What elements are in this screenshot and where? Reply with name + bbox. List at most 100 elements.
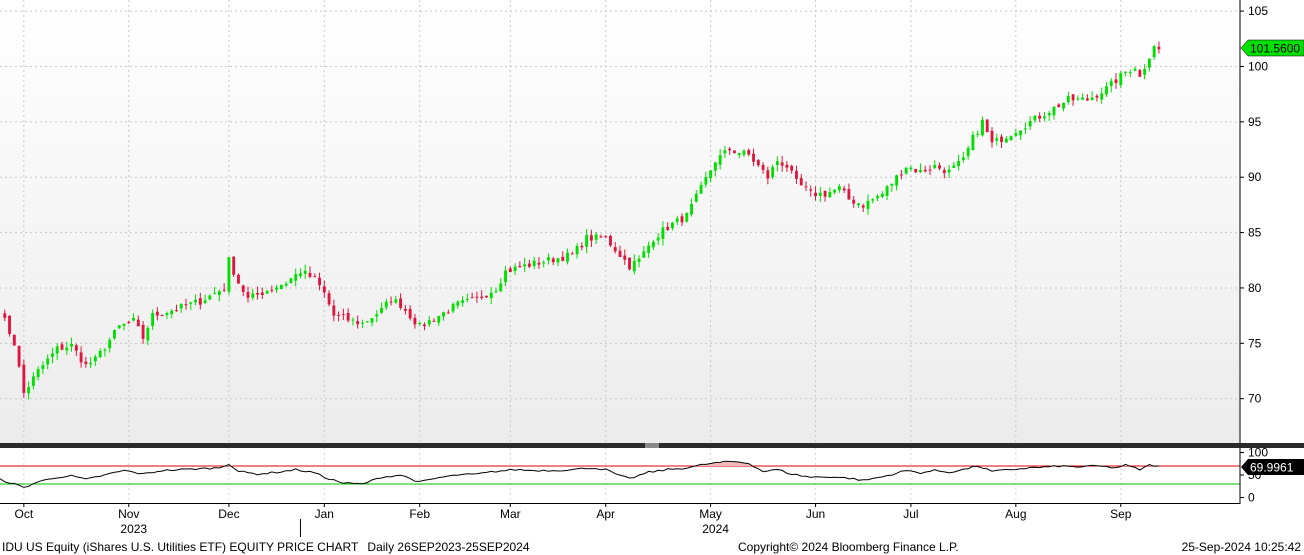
price-tick-label: 105	[1248, 4, 1268, 18]
candle	[852, 195, 856, 208]
candle	[857, 202, 860, 208]
copyright-label: Copyright© 2024 Bloomberg Finance L.P.	[738, 540, 959, 554]
candle	[208, 294, 212, 301]
candle	[1085, 94, 1089, 102]
month-label: Oct	[15, 507, 34, 521]
candle	[256, 286, 259, 300]
candle	[537, 257, 541, 269]
candle	[527, 259, 531, 269]
candle	[351, 317, 355, 326]
candle	[98, 348, 102, 359]
candle	[46, 354, 50, 370]
candle	[241, 284, 245, 297]
candle	[470, 292, 474, 299]
candle	[418, 321, 422, 326]
candle	[785, 160, 789, 172]
candle	[93, 354, 97, 366]
candle	[1000, 134, 1003, 149]
candle	[1100, 87, 1104, 104]
candle	[1066, 91, 1070, 105]
candle	[899, 169, 903, 180]
candle	[666, 222, 670, 231]
candle	[685, 212, 689, 223]
candle	[308, 266, 312, 279]
candle	[198, 292, 202, 310]
candle	[589, 229, 593, 248]
candle	[318, 272, 321, 291]
candle	[938, 162, 941, 171]
candle	[480, 290, 484, 300]
price-axis: 70 75 80 85 90 95 100 105	[1240, 4, 1268, 406]
candle	[914, 168, 918, 174]
candle	[919, 163, 922, 174]
candle	[532, 256, 536, 270]
candle	[1014, 128, 1018, 138]
candle	[599, 234, 603, 238]
candle	[618, 245, 622, 258]
year-label: 2024	[702, 522, 729, 536]
candle	[1023, 122, 1027, 134]
candle	[837, 184, 841, 193]
candle	[1119, 71, 1123, 89]
candle	[270, 285, 274, 293]
candle	[384, 298, 388, 311]
candle	[861, 203, 865, 212]
candle	[275, 284, 279, 293]
candle	[508, 266, 512, 273]
price-tick-label: 70	[1248, 392, 1262, 406]
candle	[713, 161, 717, 177]
candle	[413, 314, 417, 329]
candle	[985, 118, 989, 133]
last-rsi-marker: 69.9961	[1241, 459, 1304, 475]
candle	[623, 249, 627, 265]
month-label: Dec	[218, 507, 239, 521]
candle	[771, 164, 775, 180]
candle	[489, 286, 493, 305]
candle	[141, 321, 145, 344]
candle	[942, 167, 946, 179]
candle	[103, 348, 107, 357]
candle	[1062, 102, 1065, 112]
candle	[570, 251, 574, 255]
candle	[1128, 69, 1132, 78]
candle	[799, 173, 803, 186]
candle	[795, 165, 798, 184]
candle	[561, 251, 565, 262]
candle	[165, 311, 169, 319]
candle	[690, 198, 693, 217]
candle	[542, 260, 546, 268]
candle	[895, 174, 899, 191]
year-label: 2023	[120, 522, 147, 536]
candle	[1076, 95, 1080, 101]
candle	[823, 190, 827, 202]
candle	[260, 287, 264, 299]
price-tick-label: 100	[1248, 59, 1268, 73]
candle	[513, 263, 517, 276]
candle	[108, 337, 112, 353]
candle	[122, 323, 126, 331]
candle	[556, 257, 560, 267]
candle	[733, 150, 736, 154]
price-tick-label: 85	[1248, 226, 1262, 240]
candle	[904, 167, 908, 176]
candle	[671, 221, 674, 231]
candle	[804, 181, 808, 191]
candle	[1009, 135, 1013, 141]
candle	[995, 133, 999, 146]
candle	[833, 189, 837, 195]
candle	[723, 145, 727, 158]
month-label: Nov	[118, 507, 139, 521]
candle	[647, 241, 651, 258]
candle	[74, 343, 78, 356]
candle	[1019, 130, 1023, 140]
candle	[203, 294, 207, 305]
timestamp-label: 25-Sep-2024 10:25:42	[1182, 540, 1302, 554]
candle	[8, 315, 11, 337]
candle	[694, 190, 698, 203]
candle	[1114, 72, 1118, 89]
candle	[394, 295, 398, 305]
candle	[265, 289, 269, 295]
candle	[566, 248, 569, 265]
candle	[1038, 112, 1042, 123]
price-tick-label: 95	[1248, 115, 1262, 129]
